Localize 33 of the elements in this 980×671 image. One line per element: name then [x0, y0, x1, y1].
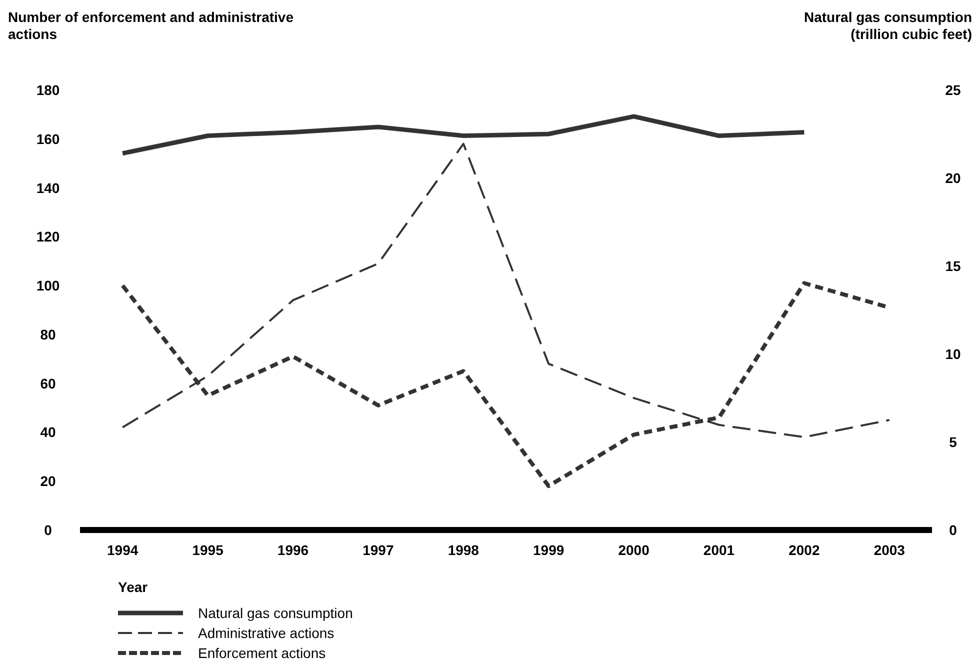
- x-tick-label: 2000: [618, 542, 650, 558]
- x-tick-label: 1999: [533, 542, 564, 558]
- y-tick-label: 160: [36, 130, 60, 147]
- line-series: [120, 114, 806, 156]
- y-tick-label: 80: [40, 326, 56, 342]
- x-tick-label: 1998: [448, 542, 480, 558]
- x-axis-title: Year: [118, 579, 148, 595]
- y-tick-label: 0: [44, 522, 52, 538]
- y2-axis-title: Natural gas consumption (trillion cubic feet): [804, 9, 972, 42]
- y2-tick-label: 10: [945, 346, 961, 362]
- x-tick-label: 2003: [874, 542, 906, 558]
- y-tick-label: 140: [36, 180, 60, 196]
- y-tick-label: 40: [40, 424, 56, 440]
- y-tick-label: 180: [36, 82, 60, 98]
- legend-label: Enforcement actions: [198, 645, 326, 661]
- y-tick-label: 20: [40, 473, 56, 490]
- y2-tick-label: 0: [949, 522, 958, 538]
- y-tick-label: 120: [36, 228, 60, 245]
- y2-tick-label: 5: [949, 434, 958, 450]
- y-axis-title: Number of enforcement and administrative actions: [8, 9, 294, 42]
- x-tick-label: 1997: [362, 542, 394, 558]
- y-tick-label: 100: [36, 278, 60, 294]
- legend-label: Natural gas consumption: [198, 605, 353, 621]
- x-tick-label: 2001: [703, 542, 735, 558]
- x-tick-label: 1994: [107, 542, 138, 558]
- x-tick-label: 1995: [192, 542, 224, 558]
- x-tick-label: 2002: [788, 542, 820, 558]
- legend-label: Administrative actions: [198, 625, 334, 641]
- y2-tick-label: 25: [945, 82, 961, 98]
- y2-tick-label: 15: [945, 258, 961, 274]
- x-tick-label: 1996: [277, 542, 309, 558]
- y-tick-label: 60: [40, 375, 56, 392]
- y2-tick-label: 20: [945, 170, 961, 186]
